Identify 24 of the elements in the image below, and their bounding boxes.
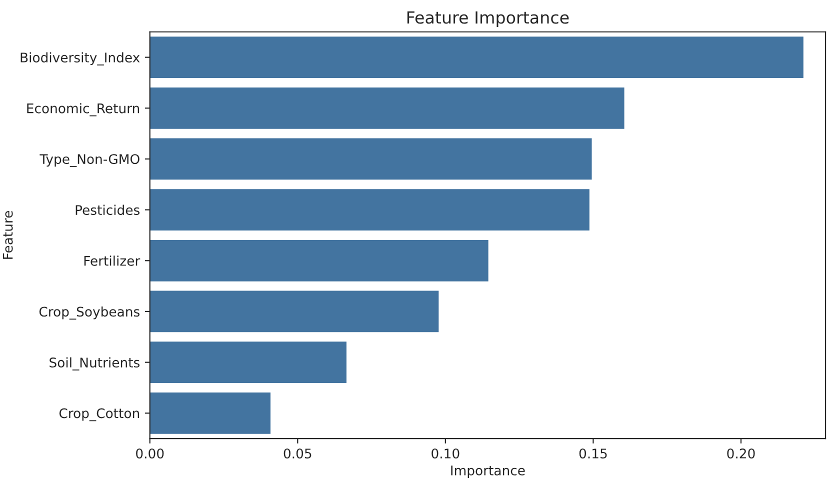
y-tick-label: Crop_Soybeans	[39, 306, 140, 320]
bar	[150, 138, 592, 180]
bar	[150, 87, 624, 129]
y-tick-label: Crop_Cotton	[59, 408, 140, 422]
bar	[150, 189, 590, 230]
y-tick-label: Type_Non-GMO	[40, 154, 140, 167]
y-tick-label: Biodiversity_Index	[20, 52, 140, 66]
y-axis-title: Feature	[2, 211, 13, 259]
y-tick-label: Pesticides	[76, 204, 140, 216]
bar	[150, 392, 271, 434]
x-tick-label: 0.10	[432, 448, 460, 458]
bar	[150, 342, 346, 383]
y-tick-label: Fertilizer	[84, 256, 140, 266]
bar	[150, 290, 439, 332]
y-tick-label: Economic_Return	[27, 103, 140, 116]
x-tick-label: 0.20	[727, 448, 755, 458]
x-tick-label: 0.15	[579, 448, 607, 458]
chart-title: Feature Importance	[407, 11, 569, 28]
y-tick-label: Soil_Nutrients	[50, 357, 140, 370]
x-axis-title: Importance	[451, 466, 525, 478]
x-tick-label: 0.05	[284, 448, 312, 458]
bar	[150, 36, 804, 78]
x-tick-label: 0.00	[136, 448, 164, 458]
bar	[150, 240, 488, 282]
